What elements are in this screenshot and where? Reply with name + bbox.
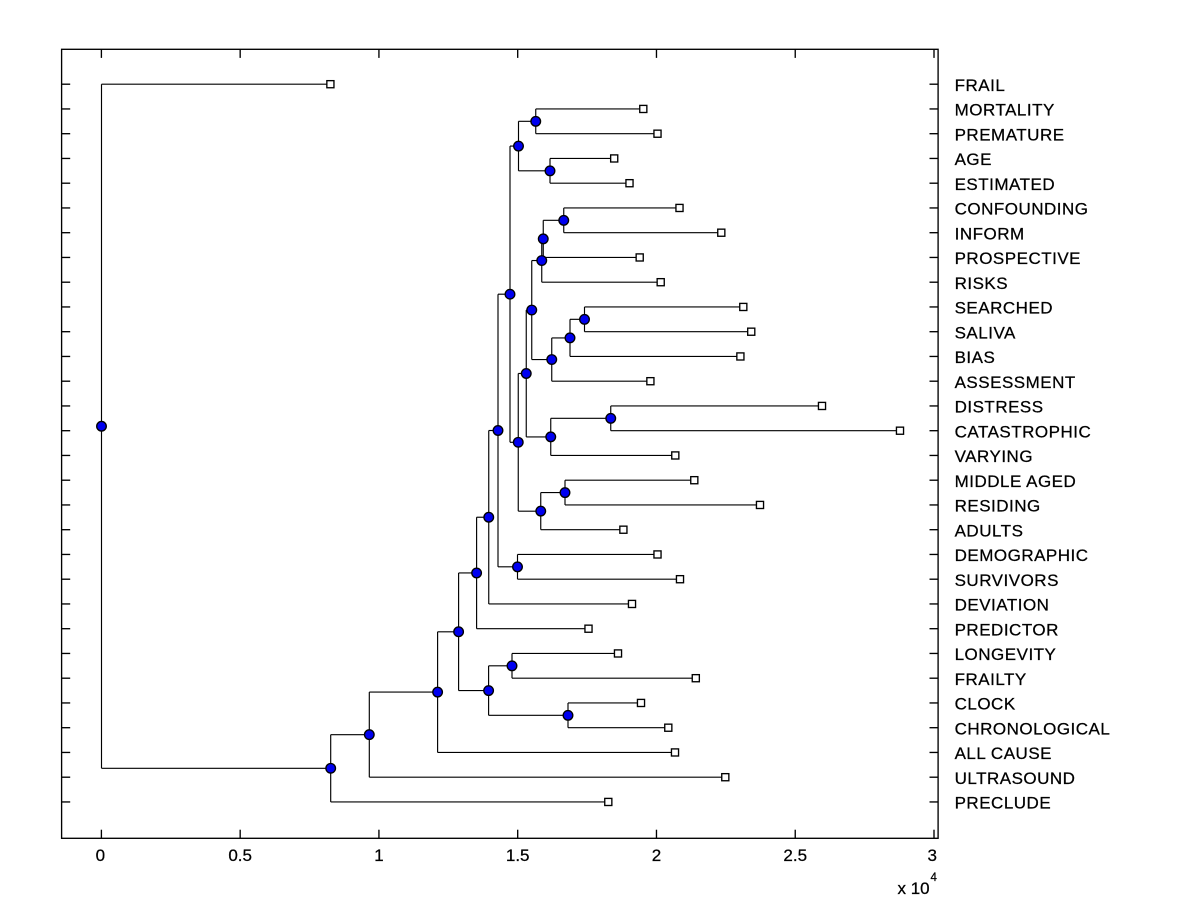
svg-text:PROSPECTIVE: PROSPECTIVE [955,249,1081,268]
svg-text:0: 0 [96,846,105,865]
svg-text:PREDICTOR: PREDICTOR [955,620,1059,639]
svg-text:CLOCK: CLOCK [955,695,1016,714]
svg-text:LONGEVITY: LONGEVITY [955,645,1057,664]
svg-text:ALL CAUSE: ALL CAUSE [955,744,1052,763]
svg-text:1: 1 [374,846,383,865]
svg-text:BIAS: BIAS [955,348,996,367]
svg-text:AGE: AGE [955,150,992,169]
svg-text:2.5: 2.5 [783,846,807,865]
svg-text:VARYING: VARYING [955,447,1033,466]
svg-text:ASSESSMENT: ASSESSMENT [955,373,1076,392]
svg-text:INFORM: INFORM [955,224,1025,243]
svg-text:SEARCHED: SEARCHED [955,299,1053,318]
svg-text:ESTIMATED: ESTIMATED [955,175,1056,194]
svg-text:RISKS: RISKS [955,274,1009,293]
svg-text:FRAIL: FRAIL [955,76,1006,95]
svg-text:FRAILTY: FRAILTY [955,670,1027,689]
svg-text:RESIDING: RESIDING [955,497,1041,516]
svg-text:CHRONOLOGICAL: CHRONOLOGICAL [955,719,1111,738]
svg-text:0.5: 0.5 [228,846,252,865]
svg-text:1.5: 1.5 [506,846,530,865]
svg-text:CONFOUNDING: CONFOUNDING [955,200,1089,219]
svg-text:DISTRESS: DISTRESS [955,398,1044,417]
svg-text:DEMOGRAPHIC: DEMOGRAPHIC [955,546,1089,565]
svg-text:MIDDLE AGED: MIDDLE AGED [955,472,1077,491]
svg-text:PREMATURE: PREMATURE [955,125,1065,144]
svg-text:ADULTS: ADULTS [955,521,1024,540]
svg-text:MORTALITY: MORTALITY [955,101,1055,120]
svg-text:CATASTROPHIC: CATASTROPHIC [955,422,1092,441]
svg-text:DEVIATION: DEVIATION [955,596,1050,615]
svg-text:PRECLUDE: PRECLUDE [955,794,1052,813]
svg-text:x 10: x 10 [898,879,930,898]
svg-text:3: 3 [927,846,936,865]
svg-text:ULTRASOUND: ULTRASOUND [955,769,1076,788]
svg-text:2: 2 [652,846,661,865]
svg-text:SURVIVORS: SURVIVORS [955,571,1059,590]
svg-text:4: 4 [931,872,938,884]
svg-text:SALIVA: SALIVA [955,323,1016,342]
